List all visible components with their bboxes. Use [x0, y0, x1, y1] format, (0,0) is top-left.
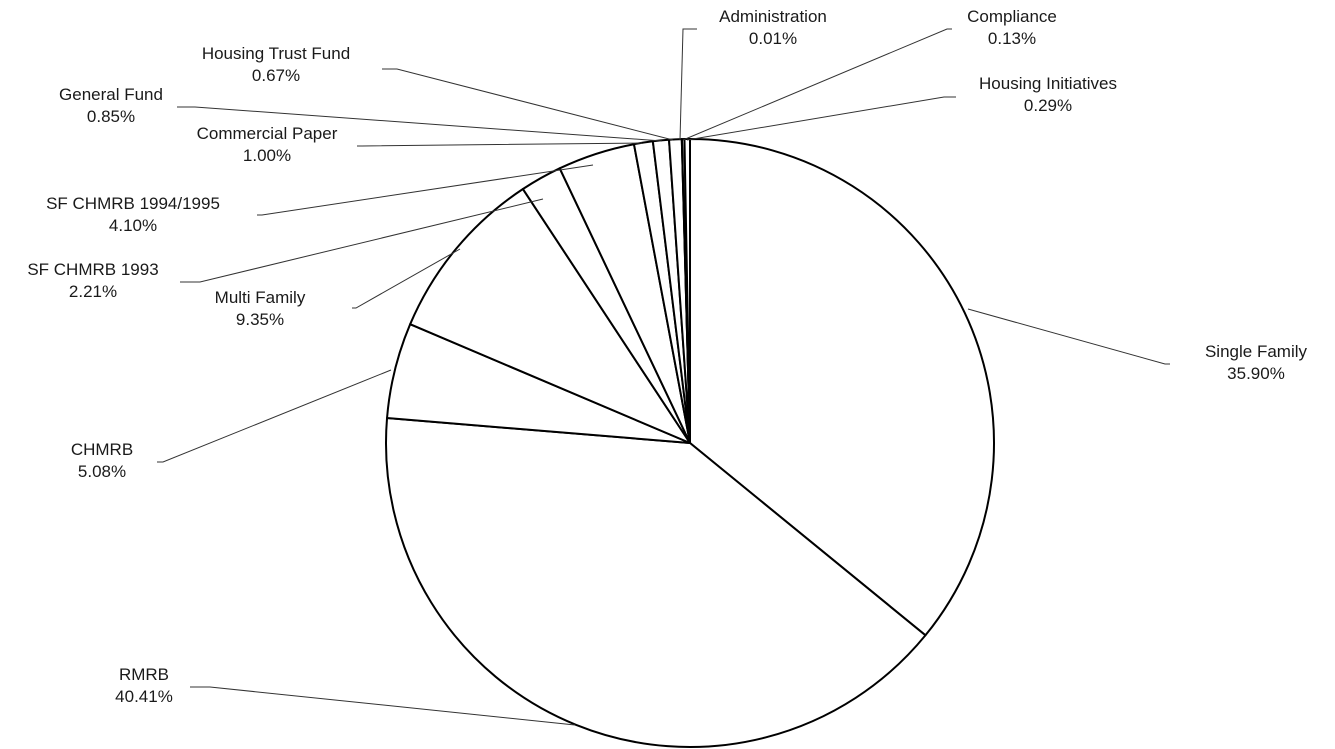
leader-line-commercial-paper	[357, 142, 643, 147]
slice-label-housing-initiatives: Housing Initiatives	[979, 74, 1117, 93]
leader-line-general-fund	[177, 106, 663, 142]
leader-line-compliance	[682, 28, 952, 141]
labels-layer: Single Family 35.90% RMRB 40.41% CHMRB 5.08% M…	[27, 7, 1307, 706]
leader-line-administration	[679, 28, 697, 141]
slice-value-single-family: 35.90%	[1227, 364, 1285, 383]
slice-value-housing-trust-fund: 0.67%	[252, 66, 300, 85]
slice-value-housing-initiatives: 0.29%	[1024, 96, 1072, 115]
slice-label-housing-trust-fund: Housing Trust Fund	[202, 44, 350, 63]
leader-line-sf-chmrb-1993	[180, 198, 544, 283]
slice-value-multi-family: 9.35%	[236, 310, 284, 329]
pie-slice-rmrb	[385, 417, 927, 748]
leaders-layer	[157, 28, 1170, 726]
slice-label-chmrb: CHMRB	[71, 440, 133, 459]
slice-label-sf-chmrb-1994-1995: SF CHMRB 1994/1995	[46, 194, 220, 213]
pie-slice-single-family	[689, 138, 995, 637]
leader-line-housing-trust-fund	[382, 68, 674, 141]
slice-value-rmrb: 40.41%	[115, 687, 173, 706]
slice-label-general-fund: General Fund	[59, 85, 163, 104]
slice-label-compliance: Compliance	[967, 7, 1057, 26]
slice-label-single-family: Single Family	[1205, 342, 1308, 361]
slice-label-commercial-paper: Commercial Paper	[197, 124, 338, 143]
slice-value-chmrb: 5.08%	[78, 462, 126, 481]
slice-value-commercial-paper: 1.00%	[243, 146, 291, 165]
slice-label-administration: Administration	[719, 7, 827, 26]
leader-line-sf-chmrb-1994-1995	[257, 164, 594, 216]
slice-value-compliance: 0.13%	[988, 29, 1036, 48]
slices-layer	[385, 137, 995, 748]
leader-line-housing-initiatives	[686, 96, 956, 141]
slice-label-multi-family: Multi Family	[215, 288, 306, 307]
slice-value-administration: 0.01%	[749, 29, 797, 48]
slice-label-sf-chmrb-1993: SF CHMRB 1993	[27, 260, 158, 279]
leader-line-rmrb	[190, 686, 576, 726]
slice-label-rmrb: RMRB	[119, 665, 169, 684]
leader-line-multi-family	[352, 248, 461, 309]
slice-value-sf-chmrb-1993: 2.21%	[69, 282, 117, 301]
slice-value-sf-chmrb-1994-1995: 4.10%	[109, 216, 157, 235]
leader-line-chmrb	[157, 369, 392, 463]
slice-value-general-fund: 0.85%	[87, 107, 135, 126]
pie-slice-multi-family	[409, 188, 691, 444]
leader-line-single-family	[967, 308, 1170, 365]
